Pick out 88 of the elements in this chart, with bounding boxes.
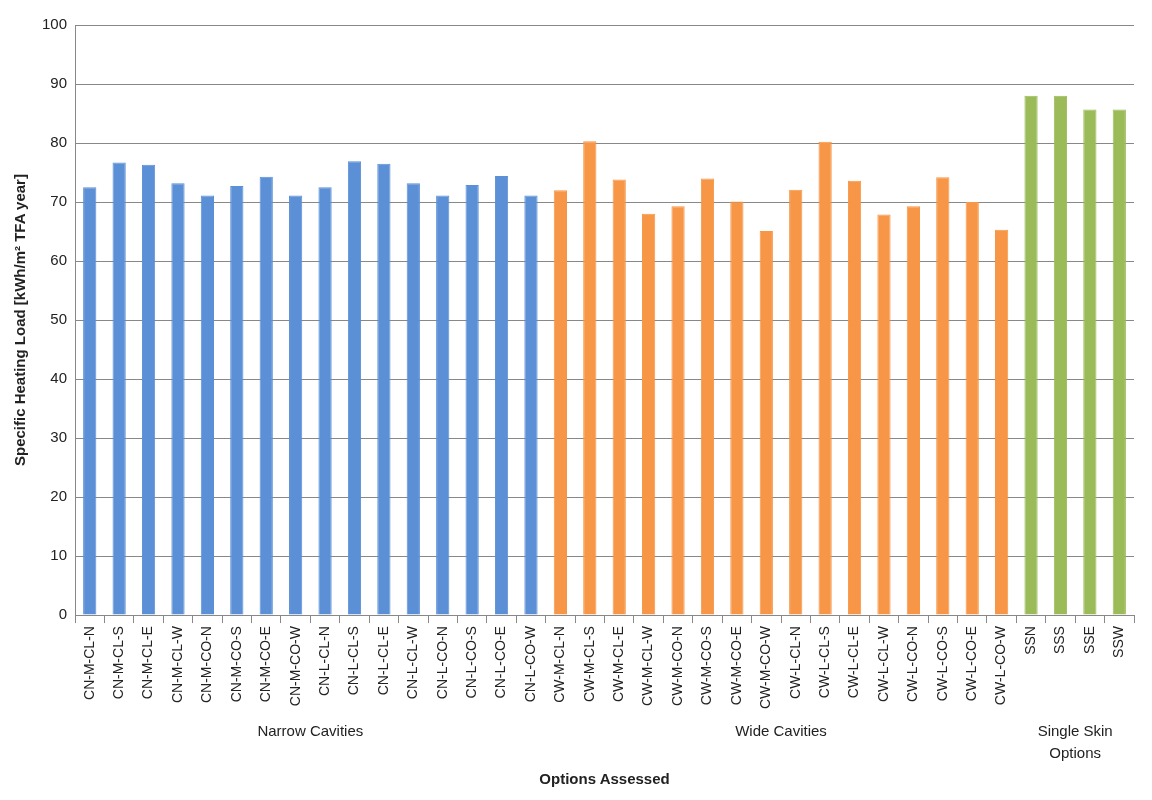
x-tick-label: CN-M-CO-S (227, 626, 244, 703)
bar (377, 163, 391, 615)
text: Wide Cavities (735, 722, 827, 740)
x-tick-label: SSN (1021, 626, 1038, 655)
x-tick-label: CW-L-CO-W (992, 625, 1009, 706)
y-tick-label: 60 (50, 251, 68, 269)
bar (494, 176, 509, 615)
bar (436, 195, 450, 615)
bar (759, 230, 773, 615)
bar (642, 213, 656, 615)
bar (289, 195, 303, 615)
y-tick-label: 50 (50, 310, 68, 328)
bar (465, 184, 479, 615)
bar (1083, 109, 1097, 615)
bar (318, 187, 332, 615)
x-tick-label: CN-M-CL-W (168, 625, 185, 704)
y-tick-label: 100 (42, 15, 68, 33)
x-tick-label: CN-M-CO-W (286, 625, 303, 707)
x-tick-label: CW-M-CL-E (610, 626, 627, 703)
bar (347, 161, 362, 615)
bar (789, 189, 803, 615)
bar (171, 183, 185, 615)
y-tick-label: 40 (50, 369, 68, 387)
x-tick-label: CW-M-CO-S (698, 626, 715, 706)
y-axis-title: Specific Heating Load [kWh/m² TFA year] (11, 174, 29, 467)
y-tick-label: 0 (58, 605, 68, 623)
bar (700, 178, 715, 615)
x-tick-label: CW-L-CL-N (786, 626, 803, 699)
x-tick-label: SSS (1051, 626, 1068, 655)
bar (936, 177, 950, 615)
bar (553, 190, 568, 615)
y-tick-label: 80 (50, 133, 68, 151)
y-tick-label: 90 (50, 74, 68, 92)
x-tick-label: CN-M-CO-E (257, 626, 274, 703)
x-tick-label: CW-M-CL-W (639, 625, 656, 706)
bar (995, 229, 1009, 615)
bar (671, 206, 685, 615)
x-tick-label: CN-L-CO-E (492, 626, 509, 699)
y-tick-label: 20 (50, 487, 68, 505)
x-tick-label: CN-L-CL-N (315, 626, 332, 697)
bar (83, 187, 97, 615)
x-tick-label: CN-M-CL-E (139, 626, 156, 700)
x-tick-label: CW-L-CO-E (963, 626, 980, 702)
bar (1053, 95, 1068, 615)
x-tick-label: CW-L-CO-N (904, 626, 921, 703)
bar (406, 183, 420, 615)
bar (141, 164, 156, 615)
x-tick-label: SSW (1110, 625, 1127, 658)
bar (965, 202, 979, 615)
x-tick-label: CN-M-CL-S (110, 626, 127, 700)
bar (818, 141, 832, 615)
x-tick-label: CN-L-CO-S (463, 626, 479, 699)
bar (112, 162, 126, 615)
x-tick-label: CN-M-CL-N (80, 626, 97, 700)
y-tick-label: 70 (50, 192, 68, 210)
x-tick-label: CW-M-CO-W (757, 625, 774, 709)
x-axis-title: Options Assessed (539, 770, 670, 788)
bar (1024, 95, 1038, 615)
x-tick-label: CN-M-CO-N (198, 626, 215, 704)
x-tick-label: CW-M-CO-N (668, 626, 685, 706)
bar (847, 180, 862, 615)
x-tick-label: CW-L-CL-W (874, 625, 891, 703)
x-tick-label: CN-L-CO-N (433, 626, 450, 700)
bar (524, 195, 538, 615)
x-tick-label: CN-L-CO-W (521, 625, 538, 703)
bar (200, 195, 215, 615)
x-tick-label: CW-M-CL-N (551, 626, 568, 703)
bar (877, 214, 891, 615)
y-tick-label: 30 (50, 428, 68, 446)
x-tick-label: CW-M-CO-E (727, 626, 744, 706)
x-tick-label: CN-L-CL-W (404, 625, 421, 700)
x-tick-label: CN-L-CL-E (374, 626, 391, 696)
bar (906, 206, 920, 615)
x-tick-label: CW-M-CL-S (580, 626, 597, 703)
x-tick-label: SSE (1080, 626, 1097, 655)
y-tick-label: 10 (50, 546, 68, 564)
bar (612, 179, 626, 615)
bar (230, 186, 244, 615)
x-tick-label: CW-L-CL-E (845, 626, 862, 699)
text: Single Skin Options (1037, 722, 1113, 762)
bar (730, 201, 744, 615)
x-tick-label: CW-L-CL-S (815, 626, 832, 699)
bar (259, 176, 273, 615)
bar (1112, 109, 1126, 615)
x-tick-label: CN-L-CL-S (345, 626, 362, 696)
x-tick-label: CW-L-CO-S (933, 626, 950, 702)
bar (583, 141, 597, 615)
text: Narrow Cavities (257, 722, 364, 740)
